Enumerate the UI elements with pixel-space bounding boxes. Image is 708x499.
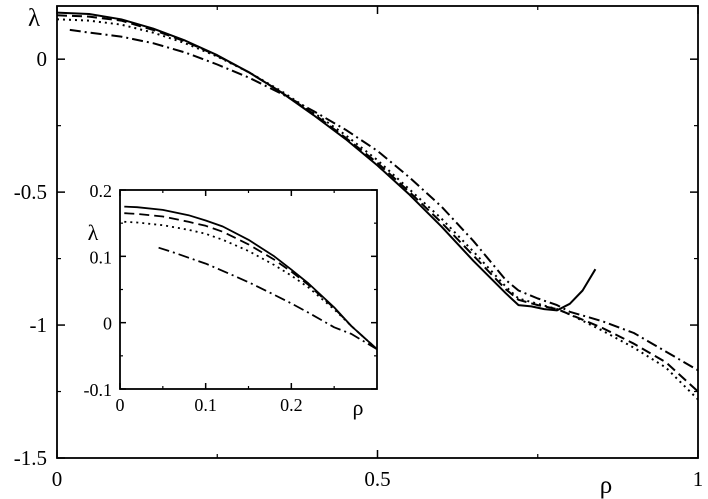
main-x-tick-label: 0 <box>52 467 63 491</box>
main-x-tick-label: 0.5 <box>364 467 390 491</box>
main-y-tick-label: -1 <box>30 313 48 337</box>
inset-series-group <box>124 205 377 350</box>
main-x-tick-label: 1 <box>693 467 704 491</box>
inset-y-tick-label: 0.1 <box>90 247 113 267</box>
main-x-axis-label: ρ <box>600 472 612 499</box>
inset-x-tick-label: 0.1 <box>194 395 217 415</box>
main-y-tick-label: 0 <box>37 47 48 71</box>
inset-y-tick-label: 0.2 <box>90 181 113 201</box>
inset-y-axis-label: λ <box>88 220 99 245</box>
inset-y-tick-label: 0 <box>103 314 112 334</box>
inset-series-dash-dot-line <box>158 246 377 350</box>
inset-y-tick-label: -0.1 <box>84 380 113 400</box>
inset-x-tick-label: 0 <box>116 395 125 415</box>
inset-x-tick-label: 0.2 <box>280 395 303 415</box>
inset-x-axis-label: ρ <box>353 395 364 420</box>
main-y-axis-label: λ <box>28 5 40 32</box>
main-y-tick-label: -1.5 <box>14 446 47 470</box>
main-y-tick-label: -0.5 <box>14 180 47 204</box>
inset-plot: 0 0.1 0.20.20.10-0.1ρλ <box>84 181 378 420</box>
main-series-dash-dot-line <box>69 28 698 372</box>
inset-background <box>120 190 377 389</box>
main-series-dashed-line <box>57 14 698 393</box>
inset-series-solid-line <box>124 205 377 350</box>
inset-series-dashed-line <box>124 212 377 350</box>
main-series-group <box>57 11 698 401</box>
main-plot: 0 0.5 1 0 -0.5 -1 -1.5 ρ λ <box>14 5 704 499</box>
